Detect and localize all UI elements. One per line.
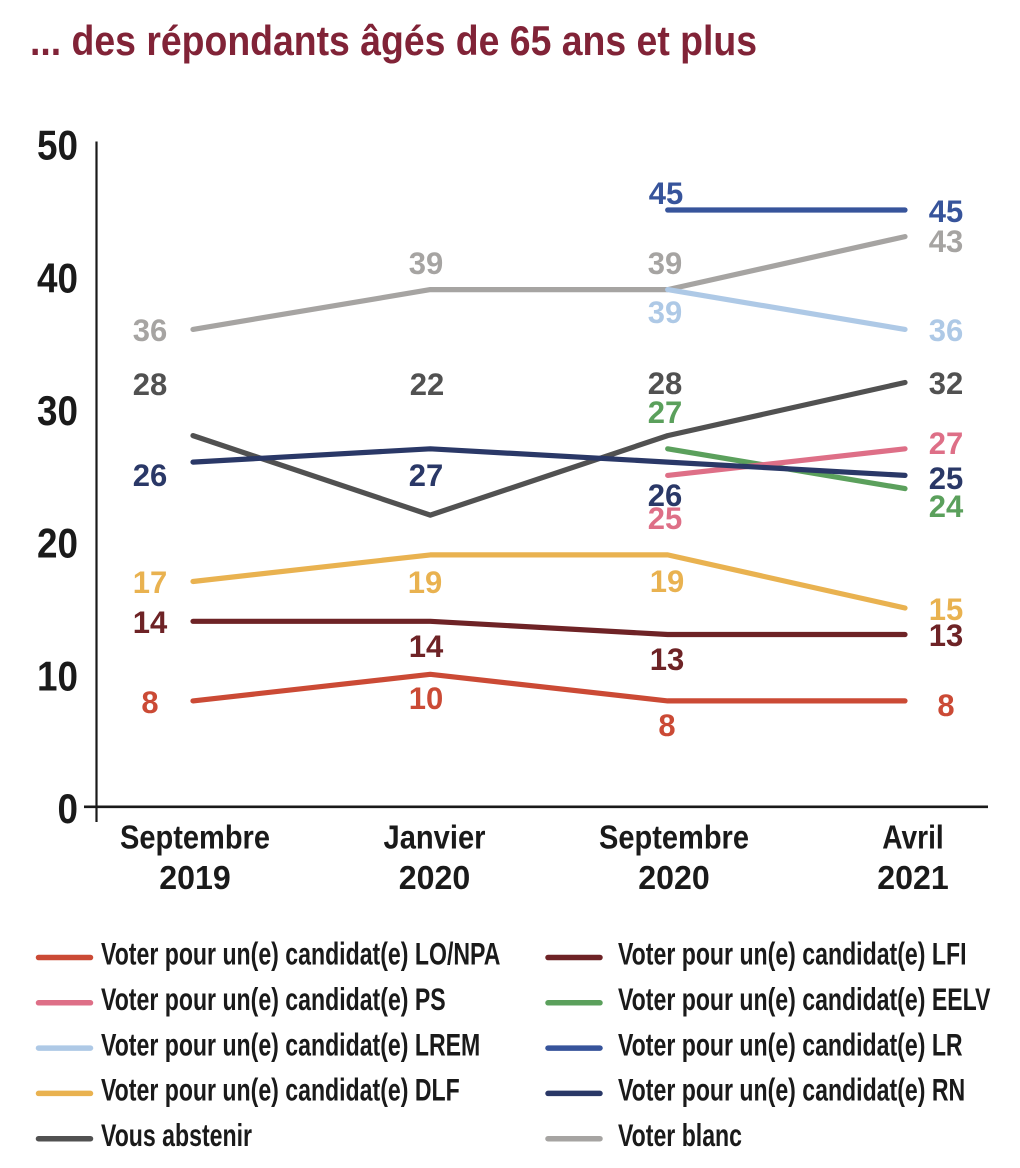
svg-text:2020: 2020: [638, 859, 710, 896]
svg-text:Voter pour un(e) candidat(e) L: Voter pour un(e) candidat(e) LO/NPA: [101, 936, 500, 972]
svg-text:43: 43: [929, 223, 964, 259]
svg-text:10: 10: [37, 652, 78, 699]
svg-text:39: 39: [409, 245, 444, 281]
svg-text:2021: 2021: [877, 859, 949, 896]
svg-text:27: 27: [929, 425, 964, 461]
svg-text:27: 27: [648, 394, 683, 430]
svg-text:30: 30: [37, 387, 78, 434]
svg-text:32: 32: [929, 365, 964, 401]
svg-text:Septembre: Septembre: [120, 819, 270, 856]
svg-text:2019: 2019: [159, 859, 231, 896]
svg-text:Avril: Avril: [882, 819, 944, 856]
svg-text:10: 10: [409, 680, 444, 716]
svg-text:Voter blanc: Voter blanc: [618, 1117, 742, 1153]
svg-text:20: 20: [37, 520, 78, 567]
svg-text:24: 24: [929, 488, 964, 524]
svg-text:8: 8: [937, 687, 954, 723]
svg-text:8: 8: [658, 707, 675, 743]
svg-text:Septembre: Septembre: [599, 819, 749, 856]
svg-text:27: 27: [409, 457, 444, 493]
svg-text:Voter pour un(e) candidat(e) D: Voter pour un(e) candidat(e) DLF: [101, 1072, 460, 1108]
svg-text:Vous abstenir: Vous abstenir: [101, 1117, 252, 1153]
svg-text:40: 40: [37, 254, 78, 301]
svg-text:15: 15: [929, 591, 964, 627]
svg-text:28: 28: [133, 366, 168, 402]
svg-text:0: 0: [58, 785, 79, 832]
svg-text:28: 28: [648, 365, 683, 401]
svg-text:25: 25: [929, 460, 964, 496]
svg-text:26: 26: [648, 477, 683, 513]
svg-text:Voter pour un(e) candidat(e) L: Voter pour un(e) candidat(e) LR: [618, 1026, 963, 1062]
svg-text:17: 17: [133, 564, 168, 600]
svg-text:39: 39: [648, 245, 683, 281]
svg-text:19: 19: [650, 563, 685, 599]
svg-text:Voter pour un(e) candidat(e) L: Voter pour un(e) candidat(e) LFI: [618, 936, 967, 972]
svg-text:36: 36: [929, 312, 964, 348]
svg-text:Janvier: Janvier: [384, 819, 486, 856]
svg-text:22: 22: [410, 366, 445, 402]
svg-text:26: 26: [133, 457, 168, 493]
svg-text:36: 36: [133, 312, 168, 348]
svg-text:45: 45: [649, 175, 684, 211]
svg-text:8: 8: [141, 684, 158, 720]
svg-text:2020: 2020: [399, 859, 471, 896]
svg-text:Voter pour un(e) candidat(e) P: Voter pour un(e) candidat(e) PS: [101, 981, 446, 1017]
svg-text:14: 14: [409, 628, 444, 664]
svg-text:Voter pour un(e) candidat(e) R: Voter pour un(e) candidat(e) RN: [618, 1072, 965, 1108]
svg-text:39: 39: [648, 294, 683, 330]
svg-text:19: 19: [408, 564, 443, 600]
svg-text:... des répondants âgés de 65: ... des répondants âgés de 65 ans et plu…: [30, 17, 757, 64]
svg-text:14: 14: [133, 604, 168, 640]
svg-text:Voter pour un(e) candidat(e) E: Voter pour un(e) candidat(e) EELV: [618, 981, 990, 1017]
svg-text:Voter pour un(e) candidat(e) L: Voter pour un(e) candidat(e) LREM: [101, 1026, 480, 1062]
svg-text:45: 45: [929, 193, 964, 229]
svg-text:25: 25: [648, 500, 683, 536]
svg-text:13: 13: [929, 617, 964, 653]
svg-text:50: 50: [37, 122, 78, 169]
svg-text:13: 13: [650, 641, 685, 677]
